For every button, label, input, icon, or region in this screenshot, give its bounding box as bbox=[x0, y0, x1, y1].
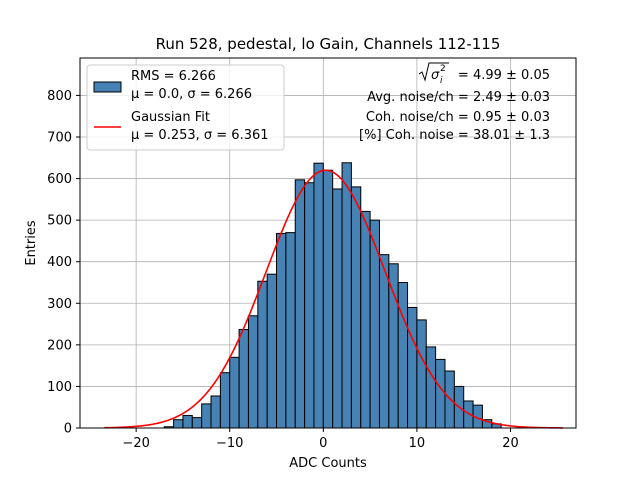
histogram-bar bbox=[210, 395, 221, 429]
y-tick-label: 500 bbox=[47, 214, 72, 229]
histogram-bars bbox=[163, 162, 502, 429]
histogram-bar bbox=[266, 273, 278, 429]
x-axis-ticks: −20 −10 0 10 20 bbox=[122, 428, 519, 451]
x-tick-label: −20 bbox=[122, 436, 149, 451]
annotation-sigma-line: σ 2 i = 4.99 ± 0.05 bbox=[418, 62, 550, 86]
histogram-bar bbox=[407, 306, 418, 429]
chart-title: Run 528, pedestal, lo Gain, Channels 112… bbox=[156, 35, 501, 53]
legend-frame bbox=[86, 64, 285, 151]
annotation-line-4: [%] Coh. noise = 38.01 ± 1.3 bbox=[359, 128, 550, 143]
y-tick-label: 300 bbox=[47, 297, 72, 312]
gaussian-fit-curve bbox=[104, 169, 563, 429]
y-tick-label: 700 bbox=[47, 130, 72, 145]
sqrt-sign-icon bbox=[418, 62, 449, 82]
histogram-bar bbox=[388, 263, 399, 429]
y-tick-label: 200 bbox=[47, 338, 72, 353]
histogram-bar bbox=[341, 162, 352, 429]
histogram-bar bbox=[435, 358, 446, 429]
annotation-line-2: Avg. noise/ch = 2.49 ± 0.03 bbox=[367, 90, 550, 105]
histogram-bar bbox=[350, 186, 362, 429]
histogram-bar bbox=[201, 403, 212, 429]
legend-rms-stats: μ = 0.0, σ = 6.266 bbox=[131, 87, 252, 102]
y-tick-label: 600 bbox=[47, 172, 72, 187]
histogram-bar bbox=[276, 232, 287, 429]
histogram-bar bbox=[285, 232, 296, 429]
histogram-bar bbox=[219, 372, 231, 429]
y-tick-label: 400 bbox=[47, 255, 72, 270]
noise-annotations: σ 2 i = 4.99 ± 0.05 Avg. noise/ch = 2.49… bbox=[359, 62, 550, 143]
histogram-bar bbox=[332, 188, 343, 429]
x-tick-label: 10 bbox=[409, 436, 426, 451]
legend-fit-stats: μ = 0.253, σ = 6.361 bbox=[131, 128, 269, 143]
x-tick-label: 0 bbox=[319, 436, 327, 451]
y-tick-label: 800 bbox=[47, 89, 72, 104]
histogram-bar bbox=[173, 419, 184, 429]
histogram-bar bbox=[304, 182, 315, 429]
histogram-bar bbox=[182, 415, 193, 429]
x-axis-label: ADC Counts bbox=[289, 456, 367, 471]
legend: RMS = 6.266 μ = 0.0, σ = 6.266 Gaussian … bbox=[86, 64, 285, 151]
x-tick-label: 20 bbox=[502, 436, 519, 451]
y-axis-ticks: 0 100 200 300 400 500 600 700 800 bbox=[47, 89, 80, 437]
histogram-bar bbox=[191, 417, 203, 429]
legend-rms-label: RMS = 6.266 bbox=[131, 69, 216, 84]
histogram-bar bbox=[397, 281, 409, 429]
histogram-bar bbox=[229, 356, 240, 429]
histogram-bar bbox=[294, 179, 306, 429]
y-tick-label: 0 bbox=[64, 422, 72, 437]
sigma-symbol: σ bbox=[431, 68, 440, 83]
annotation-line-3: Coh. noise/ch = 0.95 ± 0.03 bbox=[366, 110, 550, 125]
histogram-bar bbox=[360, 210, 371, 429]
histogram-bar bbox=[425, 346, 437, 429]
histogram-bar bbox=[322, 169, 334, 429]
y-axis-label: Entries bbox=[24, 220, 39, 266]
legend-fit-label: Gaussian Fit bbox=[131, 110, 210, 125]
histogram-bar bbox=[416, 319, 427, 429]
histogram-bar bbox=[238, 328, 249, 429]
histogram-bar bbox=[257, 280, 268, 429]
histogram-bar bbox=[247, 315, 259, 429]
annotation-line-1: = 4.99 ± 0.05 bbox=[458, 68, 550, 83]
sigma-subscript: i bbox=[440, 76, 443, 86]
plot-frame bbox=[79, 57, 577, 429]
histogram-bar bbox=[313, 162, 324, 429]
x-tick-label: −10 bbox=[216, 436, 243, 451]
legend-patch-swatch bbox=[93, 81, 122, 93]
histogram-bar bbox=[378, 254, 390, 429]
y-tick-label: 100 bbox=[47, 380, 72, 395]
sigma-superscript: 2 bbox=[440, 64, 446, 74]
